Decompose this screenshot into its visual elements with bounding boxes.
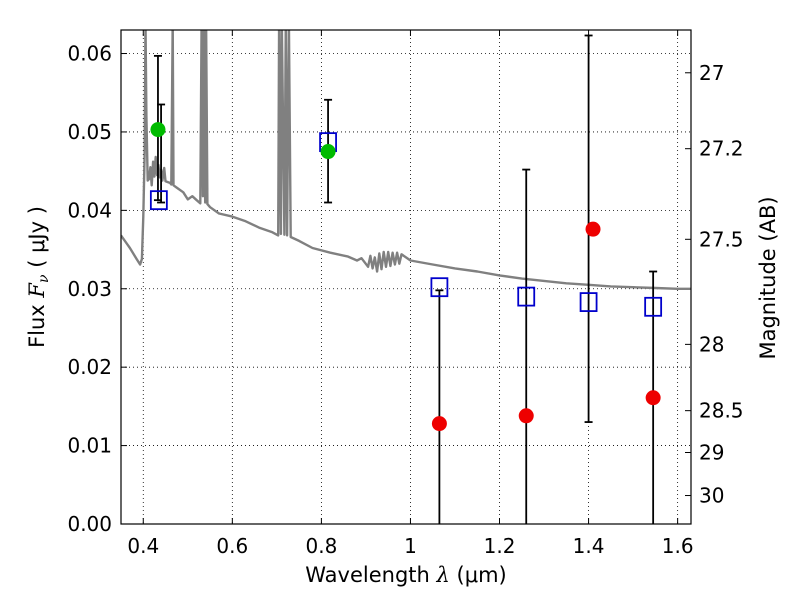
y-tick-label: 0.01 bbox=[67, 434, 112, 458]
model-flux-square bbox=[430, 277, 449, 298]
observed-flux-point bbox=[150, 122, 166, 138]
y-tick-label: 0.05 bbox=[67, 120, 112, 144]
y2-axis-label: Magnitude (AB) bbox=[756, 196, 780, 359]
x-tick-label: 0.4 bbox=[127, 534, 159, 558]
model-spectrum-line bbox=[121, 30, 691, 290]
observed-flux-point bbox=[518, 408, 534, 424]
observed-flux-point bbox=[320, 144, 336, 160]
model-flux-square bbox=[517, 286, 536, 307]
model-flux-square bbox=[644, 296, 663, 317]
y-tick-label: 0.03 bbox=[67, 277, 112, 301]
y-axis-label: Flux Fν ( μJy ) bbox=[25, 206, 52, 348]
model-flux-square bbox=[149, 190, 168, 211]
x-axis-label: Wavelength λ (μm) bbox=[305, 563, 506, 587]
x-tick-label: 1 bbox=[404, 534, 417, 558]
y-axis-label-unit: ( μJy ) bbox=[25, 206, 49, 268]
y2-tick-label: 30 bbox=[699, 484, 724, 508]
y-axis-label-symbol: F bbox=[25, 282, 49, 299]
plot-frame bbox=[120, 29, 692, 525]
x-axis-label-prefix: Wavelength bbox=[305, 563, 430, 587]
x-axis-label-symbol: λ bbox=[436, 563, 450, 587]
y-tick-label: 0.04 bbox=[67, 198, 112, 222]
y2-tick-label: 27.5 bbox=[699, 227, 744, 251]
x-tick-label: 1.2 bbox=[484, 534, 516, 558]
y-tick-label: 0.00 bbox=[67, 512, 112, 536]
x-axis-label-unit: (μm) bbox=[457, 563, 507, 587]
y2-tick-label: 27.2 bbox=[699, 137, 744, 161]
x-tick-label: 0.8 bbox=[305, 534, 337, 558]
y2-tick-label: 28.5 bbox=[699, 399, 744, 423]
y-axis-label-prefix: Flux bbox=[25, 304, 49, 348]
observed-flux-point bbox=[431, 416, 447, 432]
observed-flux-point bbox=[645, 390, 661, 406]
plot-area bbox=[121, 30, 691, 524]
y2-tick-label: 28 bbox=[699, 332, 724, 356]
axes: 0.4 0.6 0.8 1 1.2 1.4 1.6 0.00 0.01 0.02 0.03 0.04 0… bbox=[67, 30, 744, 558]
x-tick-label: 0.6 bbox=[216, 534, 248, 558]
y-axis-label-subscript: ν bbox=[36, 274, 52, 283]
observed-flux-point bbox=[585, 221, 601, 237]
y-tick-label: 0.02 bbox=[67, 355, 112, 379]
x-tick-label: 1.6 bbox=[662, 534, 694, 558]
y-tick-label: 0.06 bbox=[67, 42, 112, 66]
x-tick-label: 1.4 bbox=[573, 534, 605, 558]
y2-tick-label: 29 bbox=[699, 440, 724, 464]
model-flux-square bbox=[579, 292, 598, 312]
y2-tick-label: 27 bbox=[699, 61, 724, 85]
